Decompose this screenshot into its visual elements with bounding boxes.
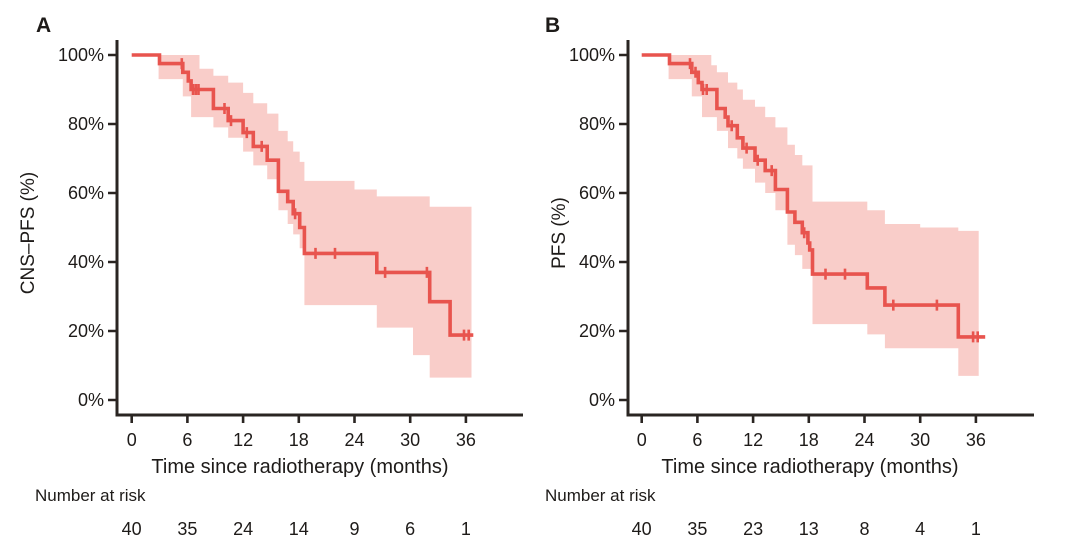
x-tick-label: 6 (692, 430, 702, 450)
cns-pfs-plot: 0 6 12 18 24 30 36 0% 20% 40% 60% 80% 100% (58, 40, 523, 450)
x-axis-ticks (130, 415, 468, 423)
risk-count: 13 (798, 519, 819, 539)
risk-count: 6 (405, 519, 416, 539)
censor-marks (180, 58, 470, 341)
survival-curve (131, 53, 474, 337)
confidence-band (668, 55, 979, 376)
y-axis-ticks (619, 53, 628, 402)
risk-count: 1 (970, 519, 981, 539)
risk-count: 35 (687, 519, 708, 539)
x-axis-ticks (640, 415, 978, 423)
x-tick-label: 24 (854, 430, 874, 450)
risk-count: 1 (460, 519, 471, 539)
y-tick-label: 100% (58, 45, 104, 65)
risk-count: 40 (121, 519, 142, 539)
survival-curve (641, 53, 986, 339)
y-tick-label: 80% (68, 114, 104, 134)
panel-label-b: B (545, 14, 561, 37)
x-tick-label: 18 (289, 430, 309, 450)
y-tick-label: 60% (579, 183, 615, 203)
risk-count: 24 (233, 519, 254, 539)
x-tick-label: 6 (182, 430, 192, 450)
y-tick-label: 60% (68, 183, 104, 203)
x-tick-label: 36 (966, 430, 986, 450)
risk-count: 35 (177, 519, 198, 539)
y-tick-label: 40% (68, 252, 104, 272)
y-tick-label: 100% (569, 45, 615, 65)
x-tick-label: 30 (400, 430, 420, 450)
y-tick-label: 80% (579, 114, 615, 134)
x-tick-label: 24 (344, 430, 364, 450)
x-tick-label: 12 (743, 430, 763, 450)
y-tick-label: 0% (589, 390, 615, 410)
x-tick-label: 0 (637, 430, 647, 450)
risk-count: 4 (915, 519, 926, 539)
x-axis-title: Time since radiotherapy (months) (151, 456, 449, 478)
risk-count: 8 (859, 519, 870, 539)
panel-label-a: A (36, 14, 52, 37)
x-tick-label: 18 (799, 430, 819, 450)
risk-count: 23 (743, 519, 764, 539)
panel-cns-pfs: 0 6 12 18 24 30 36 0% 20% 40% 60% 80% 100% A CNS–PFS… (18, 14, 523, 539)
axis-frame (115, 40, 523, 417)
censor-marks (688, 58, 979, 343)
risk-count: 14 (288, 519, 309, 539)
x-tick-label: 30 (910, 430, 930, 450)
y-axis-ticks (108, 53, 117, 402)
risk-row: 40 35 24 14 9 6 1 (121, 519, 471, 539)
pfs-plot: 0 6 12 18 24 30 36 0% 20% 40% 60% 80% 100% (569, 40, 1034, 450)
risk-count: 9 (349, 519, 360, 539)
y-tick-label: 40% (579, 252, 615, 272)
x-tick-label: 36 (456, 430, 476, 450)
panel-pfs: 0 6 12 18 24 30 36 0% 20% 40% 60% 80% 100% B PFS (%)… (540, 0, 1080, 551)
axis-frame (626, 40, 1034, 417)
x-tick-label: 0 (127, 430, 137, 450)
confidence-band (158, 55, 472, 378)
y-tick-label: 20% (579, 321, 615, 341)
y-tick-label: 0% (78, 390, 104, 410)
risk-row: 40 35 23 13 8 4 1 (540, 0, 1080, 551)
risk-count: 40 (631, 519, 652, 539)
y-tick-label: 20% (68, 321, 104, 341)
number-at-risk-label: Number at risk (545, 486, 656, 505)
x-axis-title: Time since radiotherapy (months) (661, 456, 959, 478)
number-at-risk-label: Number at risk (35, 486, 146, 505)
x-tick-label: 12 (233, 430, 253, 450)
